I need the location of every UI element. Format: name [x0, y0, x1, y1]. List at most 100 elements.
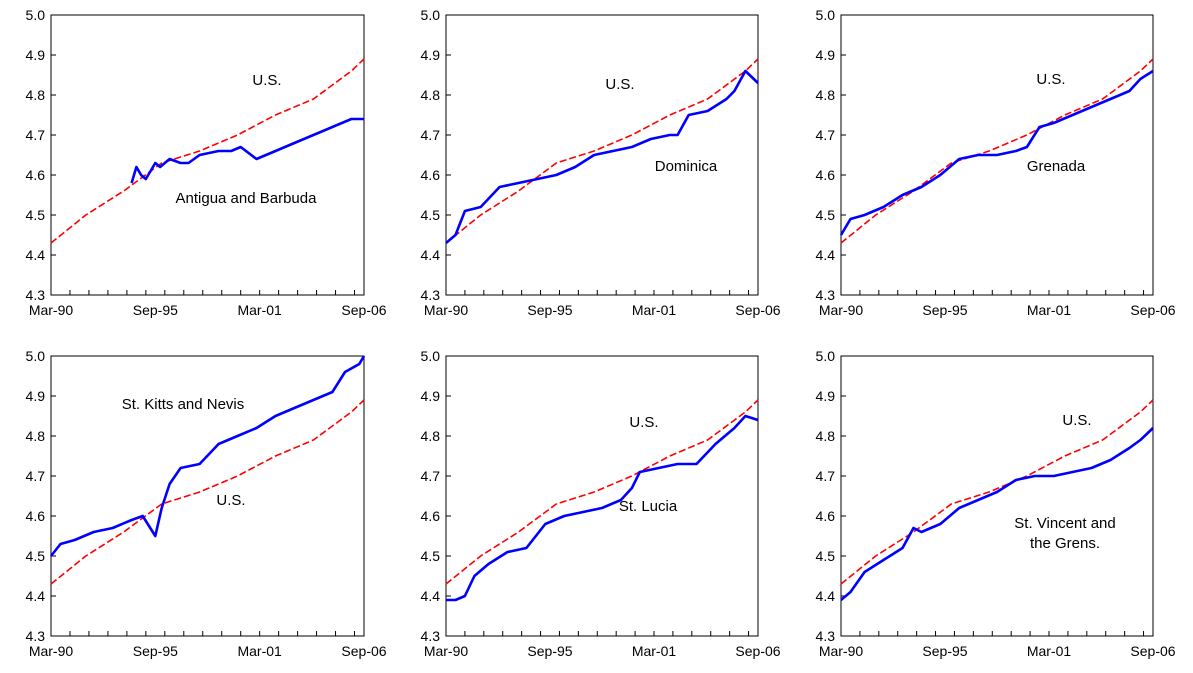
country-series-line [49, 355, 366, 557]
chart-panel-1: 4.3 4.4 4.5 4.6 4.7 4.8 4.9 5.0 Mar-90 Sep-95 Mar-… [26, 7, 387, 318]
x-tick-label: Mar-90 [819, 643, 864, 659]
y-tick-label: 4.8 [421, 428, 441, 444]
x-tick-label: Sep-95 [922, 302, 967, 318]
us-series-line [445, 399, 759, 585]
series-annotation: Antigua and Barbuda [176, 190, 318, 207]
x-tick-label: Mar-01 [632, 643, 677, 659]
x-tick-label: Sep-95 [133, 302, 178, 318]
y-tick-label: 4.7 [816, 468, 836, 484]
x-tick-label: Sep-06 [341, 643, 386, 659]
plot-frame [445, 355, 759, 637]
x-tick-label: Sep-06 [735, 643, 780, 659]
y-tick-label: 4.3 [421, 628, 441, 644]
y-tick-label: 4.5 [421, 548, 441, 564]
chart-panel-5: 4.3 4.4 4.5 4.6 4.7 4.8 4.9 5.0 Mar-90 Sep-95 Mar-… [421, 348, 781, 659]
series-annotation: U.S. [1062, 412, 1091, 429]
y-tick-label: 4.3 [26, 287, 46, 303]
y-tick-label: 4.7 [26, 127, 46, 143]
y-tick-label: 4.3 [816, 287, 836, 303]
country-series-line [839, 69, 1154, 236]
y-tick-label: 4.6 [421, 167, 441, 183]
country-series-line [840, 427, 1154, 601]
country-series-line [130, 117, 364, 184]
chart-panel-2: 4.3 4.4 4.5 4.6 4.7 4.8 4.9 5.0 Mar-90 Sep-95 Mar-… [421, 7, 781, 318]
y-tick-label: 4.4 [26, 588, 46, 604]
plot-frame [840, 355, 1154, 637]
series-annotation: St. Vincent and [1014, 515, 1115, 532]
series-annotation: St. Lucia [619, 498, 678, 515]
y-tick-label: 4.4 [816, 588, 836, 604]
us-series-line [445, 58, 759, 244]
y-tick-label: 4.6 [26, 167, 46, 183]
country-series-line [446, 414, 759, 602]
y-tick-label: 4.4 [816, 247, 836, 263]
y-tick-label: 4.5 [421, 207, 441, 223]
series-annotation: U.S. [1036, 71, 1065, 88]
country-series-line [445, 69, 759, 244]
y-tick-label: 5.0 [421, 7, 441, 23]
x-tick-label: Mar-01 [237, 302, 282, 318]
y-tick-label: 4.9 [421, 388, 441, 404]
y-tick-label: 4.4 [421, 247, 441, 263]
x-tick-label: Mar-90 [29, 302, 74, 318]
y-tick-label: 4.5 [816, 548, 836, 564]
x-tick-label: Mar-90 [424, 302, 469, 318]
series-annotation: U.S. [252, 72, 281, 89]
y-tick-label: 4.5 [26, 548, 46, 564]
y-tick-label: 5.0 [421, 348, 441, 364]
y-tick-label: 5.0 [26, 7, 46, 23]
x-tick-label: Sep-95 [527, 302, 572, 318]
us-series-line [50, 58, 365, 244]
y-tick-label: 4.6 [26, 508, 46, 524]
x-tick-label: Sep-06 [735, 302, 780, 318]
y-tick-label: 4.9 [421, 47, 441, 63]
x-tick-label: Mar-90 [424, 643, 469, 659]
x-tick-label: Mar-90 [819, 302, 864, 318]
series-annotation: U.S. [629, 414, 658, 431]
y-tick-label: 4.3 [421, 287, 441, 303]
x-tick-label: Sep-95 [922, 643, 967, 659]
y-tick-label: 4.8 [26, 87, 46, 103]
y-tick-label: 4.5 [26, 207, 46, 223]
us-series-line [840, 58, 1154, 244]
x-tick-label: Sep-06 [1130, 643, 1175, 659]
y-tick-label: 4.9 [816, 388, 836, 404]
plot-frame [445, 14, 759, 296]
series-annotation: St. Kitts and Nevis [122, 396, 245, 413]
us-series-line [50, 399, 365, 585]
x-tick-label: Mar-01 [632, 302, 677, 318]
y-tick-label: 5.0 [816, 7, 836, 23]
y-tick-label: 4.9 [816, 47, 836, 63]
y-tick-label: 4.6 [421, 508, 441, 524]
y-tick-label: 4.4 [421, 588, 441, 604]
x-tick-label: Sep-95 [133, 643, 178, 659]
y-tick-label: 4.9 [26, 47, 46, 63]
y-tick-label: 4.9 [26, 388, 46, 404]
y-tick-label: 4.3 [816, 628, 836, 644]
y-tick-label: 4.7 [421, 127, 441, 143]
y-tick-label: 4.8 [816, 428, 836, 444]
plot-frame [840, 14, 1154, 296]
plot-frame [50, 14, 365, 296]
y-tick-label: 4.8 [421, 87, 441, 103]
x-tick-label: Sep-95 [527, 643, 572, 659]
y-tick-label: 4.7 [26, 468, 46, 484]
y-tick-label: 4.4 [26, 247, 46, 263]
series-annotation: U.S. [216, 492, 245, 509]
x-tick-label: Mar-01 [237, 643, 282, 659]
series-annotation: the Grens. [1030, 535, 1100, 552]
x-tick-label: Sep-06 [341, 302, 386, 318]
x-tick-label: Mar-01 [1027, 302, 1072, 318]
x-tick-label: Mar-90 [29, 643, 74, 659]
y-tick-label: 4.5 [816, 207, 836, 223]
x-tick-label: Mar-01 [1027, 643, 1072, 659]
y-tick-label: 5.0 [26, 348, 46, 364]
y-tick-label: 4.6 [816, 508, 836, 524]
series-annotation: Grenada [1027, 158, 1086, 175]
y-tick-label: 5.0 [816, 348, 836, 364]
y-tick-label: 4.8 [816, 87, 836, 103]
y-tick-label: 4.7 [421, 468, 441, 484]
chart-panel-6: 4.3 4.4 4.5 4.6 4.7 4.8 4.9 5.0 Mar-90 Sep-95 Mar-… [816, 348, 1176, 659]
series-annotation: Dominica [655, 158, 718, 175]
